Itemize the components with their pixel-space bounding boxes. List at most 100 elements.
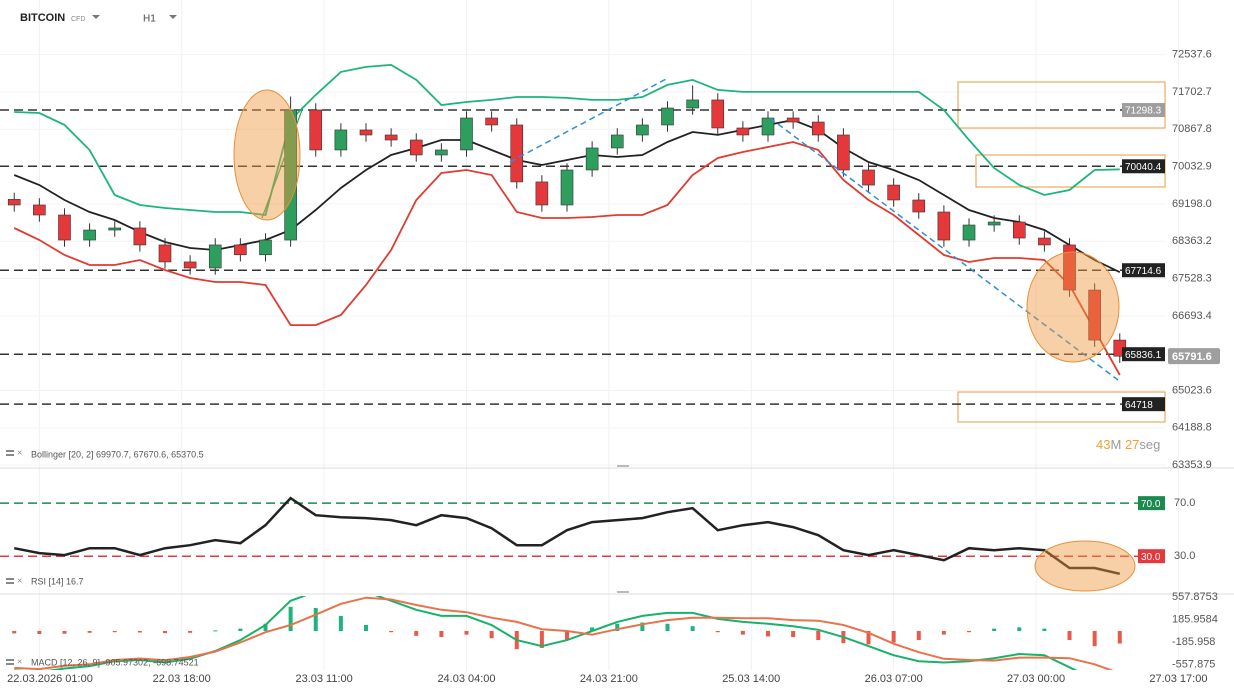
levels (0, 109, 1122, 405)
macd-histogram-bar (967, 631, 972, 633)
dropdown-caret[interactable] (92, 15, 100, 19)
macd-histogram-bar (464, 631, 469, 635)
candle-body (460, 117, 473, 151)
macd-histogram-bar (640, 622, 645, 632)
rsi-pane (0, 496, 1138, 576)
macd-histogram-bar (791, 631, 796, 638)
macd-histogram-bar (690, 626, 695, 632)
rsi-level-bg (1138, 496, 1165, 511)
x-tick-label: 24.03 21:00 (580, 673, 638, 685)
macd-line (14, 596, 1114, 670)
rsi-level-label: 70.0 (1141, 499, 1161, 510)
macd-histogram-bar (489, 631, 494, 639)
y-tick-label: 64188.8 (1172, 422, 1212, 434)
candle-body (811, 121, 825, 136)
svg-text:×: × (17, 447, 22, 457)
x-tick-label: 27.03 00:00 (1007, 673, 1065, 685)
indicator-icon[interactable]: × (6, 447, 22, 457)
bollinger-middle (13, 119, 1121, 274)
macd-histogram-bar (288, 606, 293, 632)
candle-body (937, 211, 951, 241)
candle-body (887, 184, 900, 201)
macd-histogram-bar (565, 631, 570, 641)
level-label: 71298.3 (1125, 106, 1162, 117)
macd-histogram-bar (1067, 631, 1072, 641)
candle-body (711, 99, 725, 129)
x-tick-label: 25.03 14:00 (722, 673, 780, 685)
countdown: 43M 27seg (1096, 437, 1160, 452)
candle-body (384, 134, 398, 141)
level-label-bg (1122, 347, 1165, 362)
macd-histogram-bar (992, 628, 997, 632)
candle-body (108, 227, 122, 231)
candle-body (133, 227, 147, 246)
y-tick-label: 63353.9 (1172, 459, 1212, 471)
y-tick-label: 70867.8 (1172, 123, 1212, 135)
candle-body (7, 199, 21, 206)
x-tick-label: 23.03 11:00 (295, 673, 352, 685)
candle-body (661, 107, 674, 126)
level-label-bg (1122, 159, 1165, 174)
trend-line (261, 109, 303, 219)
macd-histogram-bar (740, 631, 745, 635)
macd-histogram-bar (590, 627, 595, 632)
candle-body (158, 244, 172, 263)
indicator-icon[interactable]: × (6, 656, 22, 666)
rsi-level-bg (1138, 549, 1165, 564)
candle-body (1038, 237, 1051, 246)
candle-body (912, 199, 926, 213)
indicator-icon[interactable]: × (6, 575, 22, 585)
macd-histogram-bar (715, 631, 720, 633)
indicator-label: MACD [12, 26, 9] -905.97302, -698.74521 (31, 657, 199, 667)
y-tick-label: 72537.6 (1172, 49, 1212, 61)
level-label: 65836.1 (1125, 350, 1162, 361)
current-price-bg (1168, 348, 1220, 365)
macd-histogram-bar (439, 631, 444, 638)
macd-pane (12, 596, 1122, 670)
macd-histogram-bar (1092, 631, 1097, 647)
candle-body (1088, 289, 1101, 341)
y-tick-label: 185.9584 (1172, 614, 1218, 626)
candle-body (334, 129, 348, 151)
y-tick-label: 70032.9 (1172, 161, 1212, 173)
countdown-seconds: 27 (1125, 437, 1139, 452)
macd-histogram-bar (313, 608, 318, 632)
pane-handle (617, 465, 629, 467)
level-label: 70040.4 (1125, 162, 1162, 173)
macd-histogram-bar (87, 631, 92, 633)
macd-histogram-bar (615, 623, 620, 632)
bollinger-lower (13, 141, 1121, 376)
candle-body (535, 181, 549, 206)
x-tick-label: 26.03 07:00 (865, 673, 923, 685)
candle-body (309, 109, 323, 151)
dropdown-caret[interactable] (169, 15, 177, 19)
x-tick-label: 22.03 18:00 (153, 673, 211, 685)
x-tick-label: 24.03 04:00 (437, 673, 495, 685)
x-tick-label: 22.03.2026 01:00 (7, 673, 93, 685)
timeframe[interactable]: H1 (143, 14, 156, 25)
y-tick-label: 30.0 (1174, 550, 1195, 562)
y-tick-label: 71702.7 (1172, 86, 1212, 98)
macd-histogram-bar (539, 631, 544, 648)
candle-body (1012, 221, 1026, 239)
y-tick-label: -185.958 (1172, 636, 1215, 648)
symbol-type: CFD (71, 16, 85, 23)
macd-histogram-bar (238, 628, 243, 632)
macd-histogram-bar (137, 631, 142, 633)
highlight (1034, 540, 1136, 592)
candle-body (83, 229, 96, 241)
macd-histogram-bar (62, 631, 67, 634)
y-tick-label: 69198.0 (1172, 198, 1212, 210)
macd-histogram-bar (162, 631, 167, 634)
candle-body (962, 224, 976, 241)
y-tick-label: 68363.2 (1172, 235, 1212, 247)
macd-histogram-bar (213, 630, 218, 632)
countdown-unit: seg (1139, 437, 1160, 452)
candle-body (234, 244, 247, 256)
candle-body (761, 117, 775, 136)
y-tick-label: 70.0 (1174, 497, 1195, 509)
candle-body (359, 129, 373, 136)
symbol: BITCOIN (20, 12, 65, 24)
